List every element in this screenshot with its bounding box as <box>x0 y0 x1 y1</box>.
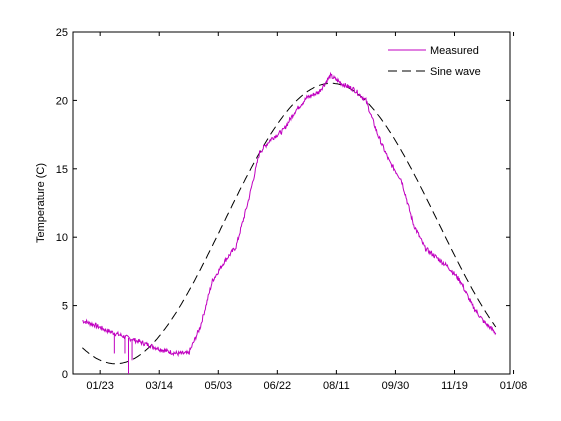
y-tick-label: 0 <box>62 369 68 381</box>
x-tick-label: 01/08 <box>500 380 528 392</box>
x-tick-label: 03/14 <box>145 380 173 392</box>
x-tick-label: 06/22 <box>264 380 292 392</box>
y-tick-label: 20 <box>56 95 68 107</box>
legend-label-measured: Measured <box>430 45 479 57</box>
x-tick-label: 01/23 <box>86 380 114 392</box>
y-tick-label: 25 <box>56 27 68 39</box>
x-tick-label: 09/30 <box>382 380 410 392</box>
series-line-measured <box>82 71 497 358</box>
y-tick-label: 5 <box>62 301 68 313</box>
x-axis-ticks: 01/23 03/14 05/03 06/22 08/11 09/30 11/19 01/08 <box>86 32 527 392</box>
legend: Measured Sine wave <box>388 45 481 78</box>
y-tick-label: 10 <box>56 232 68 244</box>
y-axis-ticks: 0 5 10 15 20 25 <box>56 27 510 381</box>
x-tick-label: 11/19 <box>441 380 468 392</box>
series-layer <box>82 71 497 374</box>
legend-label-sine: Sine wave <box>430 66 481 78</box>
plot-area <box>72 31 511 375</box>
y-axis-label: Temperature (C) <box>35 163 47 243</box>
series-line-sine-wave <box>82 82 497 365</box>
y-tick-label: 15 <box>56 164 68 176</box>
x-tick-label: 08/11 <box>323 380 350 392</box>
x-tick-label: 05/03 <box>205 380 233 392</box>
